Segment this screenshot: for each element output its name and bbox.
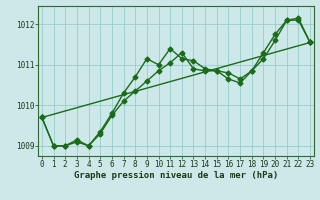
X-axis label: Graphe pression niveau de la mer (hPa): Graphe pression niveau de la mer (hPa) bbox=[74, 171, 278, 180]
